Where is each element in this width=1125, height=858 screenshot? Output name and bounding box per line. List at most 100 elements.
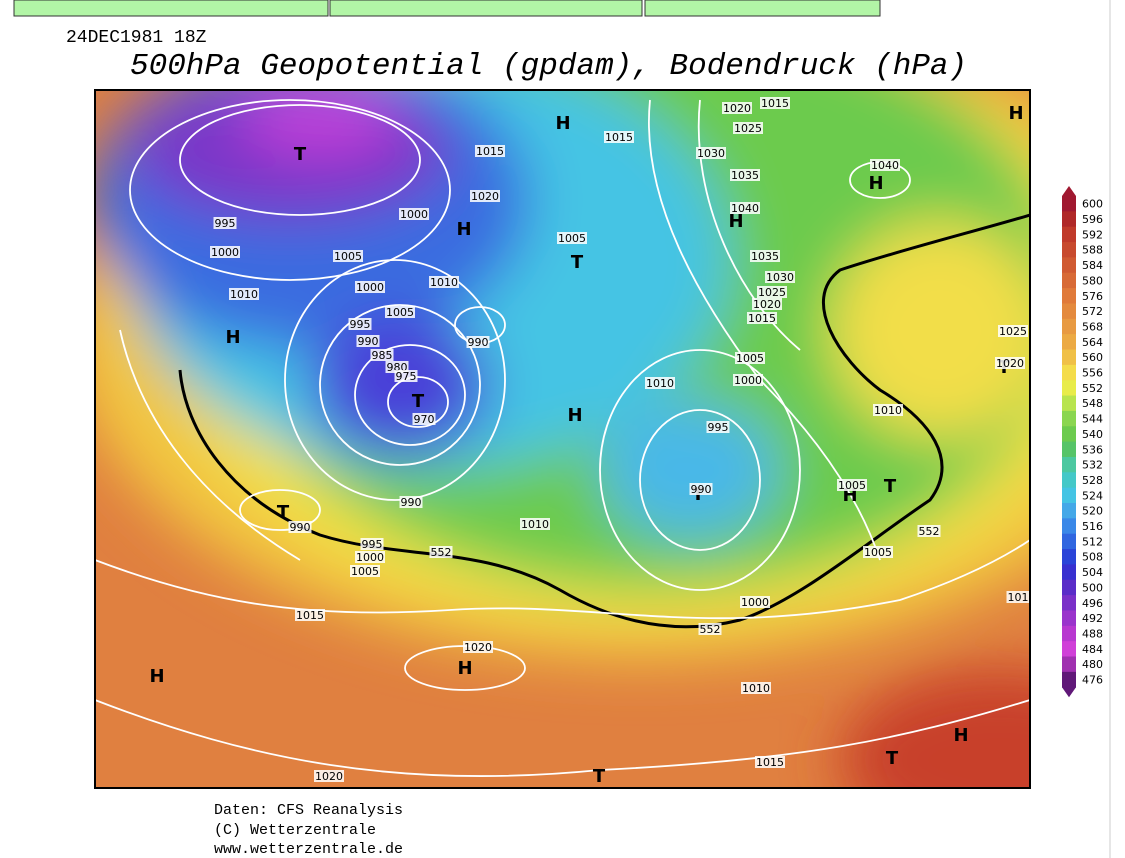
pressure-center: T — [886, 748, 899, 769]
isobar-label: 1000 — [356, 551, 384, 564]
label-bg — [917, 525, 941, 537]
colorbar-swatch — [1062, 272, 1076, 289]
colorbar-label: 580 — [1082, 274, 1103, 287]
label-bg — [735, 352, 765, 364]
isobar — [129, 99, 451, 281]
footer-url: www.wetterzentrale.de — [214, 841, 403, 858]
tab[interactable] — [329, 0, 643, 17]
colorbar-label: 492 — [1082, 612, 1103, 625]
colorbar-swatch — [1062, 472, 1076, 489]
colorbar-swatch — [1062, 456, 1076, 473]
label-bg — [750, 250, 780, 262]
label-bg — [604, 131, 634, 143]
isobar-label: 995 — [362, 538, 383, 551]
tab[interactable] — [13, 0, 329, 17]
colorbar-label: 600 — [1082, 198, 1103, 211]
pressure-center: H — [555, 113, 570, 134]
label-bg — [733, 122, 763, 134]
colorbar-swatch — [1062, 595, 1076, 611]
field — [310, 315, 490, 455]
colorbar-label: 596 — [1082, 213, 1103, 226]
colorbar-label: 520 — [1082, 505, 1103, 518]
label-bg — [747, 312, 777, 324]
isobar-label: 1010 — [521, 518, 549, 531]
isobar — [95, 539, 1030, 620]
field — [240, 90, 400, 155]
label-bg — [757, 286, 787, 298]
label-bg — [314, 770, 344, 782]
label-bg — [429, 276, 459, 288]
map-labels: HHHHHHHHHHHTTTTTTTTT10201015102510151015… — [149, 97, 1030, 787]
colorbar-swatch — [1062, 549, 1076, 565]
colorbar-swatch — [1062, 641, 1076, 657]
colorbar-label: 532 — [1082, 459, 1103, 472]
pressure-center: H — [1008, 103, 1023, 124]
colorbar-swatch — [1062, 610, 1076, 627]
colorbar-swatch — [1062, 503, 1076, 519]
isobar-label: 101 — [1008, 591, 1029, 604]
pressure-center: H — [456, 219, 471, 240]
colorbar-swatch — [1062, 625, 1076, 642]
isobar-label: 995 — [350, 318, 371, 331]
colorbar-label: 504 — [1082, 566, 1103, 579]
pressure-center: H — [953, 725, 968, 746]
isobar-label: 1005 — [334, 250, 362, 263]
label-bg — [741, 682, 771, 694]
label-bg — [429, 546, 453, 558]
colorbar-label: 552 — [1082, 382, 1103, 395]
label-bg — [689, 483, 713, 495]
isobar-label: 552 — [700, 623, 721, 636]
colorbar-swatch — [1062, 242, 1076, 258]
colorbar-label: 572 — [1082, 305, 1103, 318]
field — [840, 670, 1030, 788]
isobar-label: 1015 — [476, 145, 504, 158]
isobar-label: 1035 — [731, 169, 759, 182]
colorbar-label: 484 — [1082, 643, 1103, 656]
colorbar-label: 588 — [1082, 244, 1103, 257]
label-bg — [520, 518, 550, 530]
colorbar-label: 488 — [1082, 627, 1103, 640]
label-bg — [706, 421, 730, 433]
pressure-center: H — [225, 327, 240, 348]
isobar-label: 1000 — [356, 281, 384, 294]
tab[interactable] — [644, 0, 881, 17]
isobar — [95, 699, 1030, 778]
isobar-label: 990 — [290, 521, 311, 534]
label-bg — [470, 190, 500, 202]
isobar-label: 1025 — [999, 325, 1027, 338]
label-bg — [740, 596, 770, 608]
label-bg — [355, 281, 385, 293]
label-bg — [765, 271, 795, 283]
isobar-label: 985 — [372, 349, 393, 362]
colorbar-label: 548 — [1082, 397, 1103, 410]
isobars — [95, 99, 1030, 778]
isobar-label: 975 — [396, 370, 417, 383]
colorbar-swatch — [1062, 288, 1076, 304]
isobar-label: 1000 — [734, 374, 762, 387]
isobar-label: 1030 — [697, 147, 725, 160]
colorbar-swatch — [1062, 564, 1076, 581]
label-bg — [333, 250, 363, 262]
label-bg — [210, 246, 240, 258]
contour-552 — [178, 213, 1030, 629]
isobar — [284, 259, 506, 501]
colorbar-swatch — [1062, 211, 1076, 228]
colorbar-swatch — [1062, 426, 1076, 443]
date: 24DEC1981 18Z — [66, 28, 207, 48]
colorbar-swatch — [1062, 487, 1076, 504]
isobar — [319, 304, 481, 466]
label-bg — [752, 298, 782, 310]
footer-source: Daten: CFS Reanalysis — [214, 802, 403, 819]
colorbar-swatch — [1062, 533, 1076, 550]
colorbar-swatch — [1062, 226, 1076, 243]
colorbar-label: 556 — [1082, 367, 1103, 380]
colorbar-swatch — [1062, 257, 1076, 274]
isobar-label: 1010 — [874, 404, 902, 417]
isobar-label: 1005 — [351, 565, 379, 578]
label-bg — [696, 147, 726, 159]
isobar-label: 1020 — [753, 298, 781, 311]
label-bg — [213, 217, 237, 229]
label-bg — [730, 202, 760, 214]
isobar-label: 1030 — [766, 271, 794, 284]
pressure-center: H — [567, 405, 582, 426]
